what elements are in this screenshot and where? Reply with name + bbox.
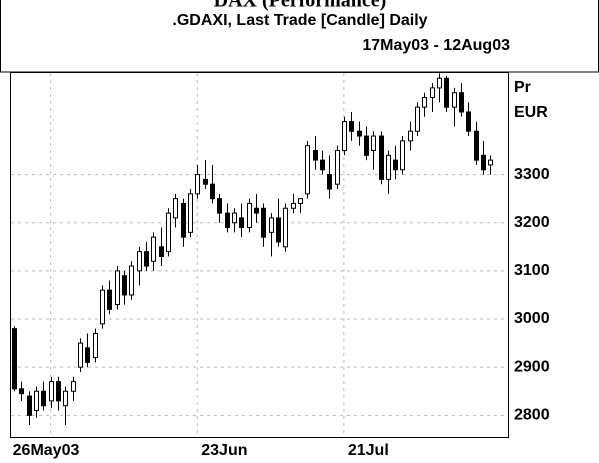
candle-body [232, 212, 237, 224]
candle-body [400, 140, 405, 171]
y-axis-label: Pr [514, 79, 531, 96]
candle-body [85, 347, 90, 363]
candle-body [93, 332, 98, 359]
candle-body [173, 198, 178, 219]
candle-body [437, 77, 442, 89]
x-tick-label: 26May03 [13, 442, 80, 459]
candle-body [357, 130, 362, 137]
candle-body [327, 174, 332, 190]
candle-body [422, 97, 427, 108]
candle-body [444, 77, 449, 108]
header-box [0, 0, 599, 73]
y-tick-label: 2800 [514, 407, 550, 424]
candle-body [217, 198, 222, 214]
candle-body [364, 135, 369, 156]
candle-body [393, 159, 398, 171]
candle-body [283, 207, 288, 248]
plot-frame [10, 72, 509, 438]
candle-body [466, 111, 471, 132]
candle-body [342, 121, 347, 151]
candle-body [12, 328, 17, 390]
candle-body [137, 251, 142, 272]
date-range: 17May03 - 12Aug03 [362, 37, 510, 54]
candle-body [188, 193, 193, 233]
candle-body [335, 149, 340, 185]
candle-body [291, 202, 296, 209]
candle-body [49, 381, 54, 402]
candle-body [115, 270, 120, 306]
candle-body [159, 246, 164, 257]
candle-body [63, 390, 68, 407]
candle-body [129, 265, 134, 296]
candle-body [298, 198, 303, 204]
candle-body [430, 87, 435, 99]
candle-body [269, 217, 274, 233]
candle-body [27, 395, 32, 416]
y-tick-label: 3300 [514, 166, 550, 183]
candle-body [34, 390, 39, 412]
candle-body [107, 289, 112, 310]
candle-body [261, 207, 266, 238]
candle-body [276, 217, 281, 243]
candle-body [379, 135, 384, 180]
candle-body [239, 217, 244, 229]
y-tick-label: 3200 [514, 214, 550, 231]
candle-body [371, 135, 376, 151]
candle-body [210, 183, 215, 200]
candle-body [459, 92, 464, 113]
candle-body [166, 212, 171, 253]
candle-body [181, 202, 186, 238]
candle-body [225, 212, 230, 229]
candle-body [195, 174, 200, 195]
candle-body [122, 275, 127, 296]
y-tick-label: 2900 [514, 358, 550, 375]
candle-body [56, 381, 61, 402]
candle-body [349, 121, 354, 132]
candle-body [144, 251, 149, 267]
candle-body [100, 289, 105, 325]
candle-body [151, 236, 156, 262]
candle-body [474, 130, 479, 161]
x-tick-label: 23Jun [201, 442, 247, 459]
candle-body [313, 149, 318, 161]
chart-title: DAX (Performance) [214, 0, 387, 12]
y-axis-unit: EUR [514, 104, 548, 121]
candle-body [415, 106, 420, 132]
candle-body [254, 207, 259, 214]
y-tick-label: 3000 [514, 310, 550, 327]
candle-body [71, 381, 76, 392]
candle-body [481, 154, 486, 171]
candle-body [305, 145, 310, 195]
candle-body [488, 159, 493, 166]
candle-body [41, 390, 46, 407]
chart-subtitle: .GDAXI, Last Trade [Candle] Daily [172, 12, 427, 29]
candle-body [78, 342, 83, 368]
x-tick-label: 21Jul [348, 442, 389, 459]
candle-body [19, 388, 24, 395]
candle-body [386, 154, 391, 180]
y-tick-label: 3100 [514, 262, 550, 279]
candle-body [203, 178, 208, 185]
candle-body [320, 159, 325, 171]
candle-body [247, 202, 252, 229]
candle-body [408, 130, 413, 142]
candle-body [452, 92, 457, 108]
